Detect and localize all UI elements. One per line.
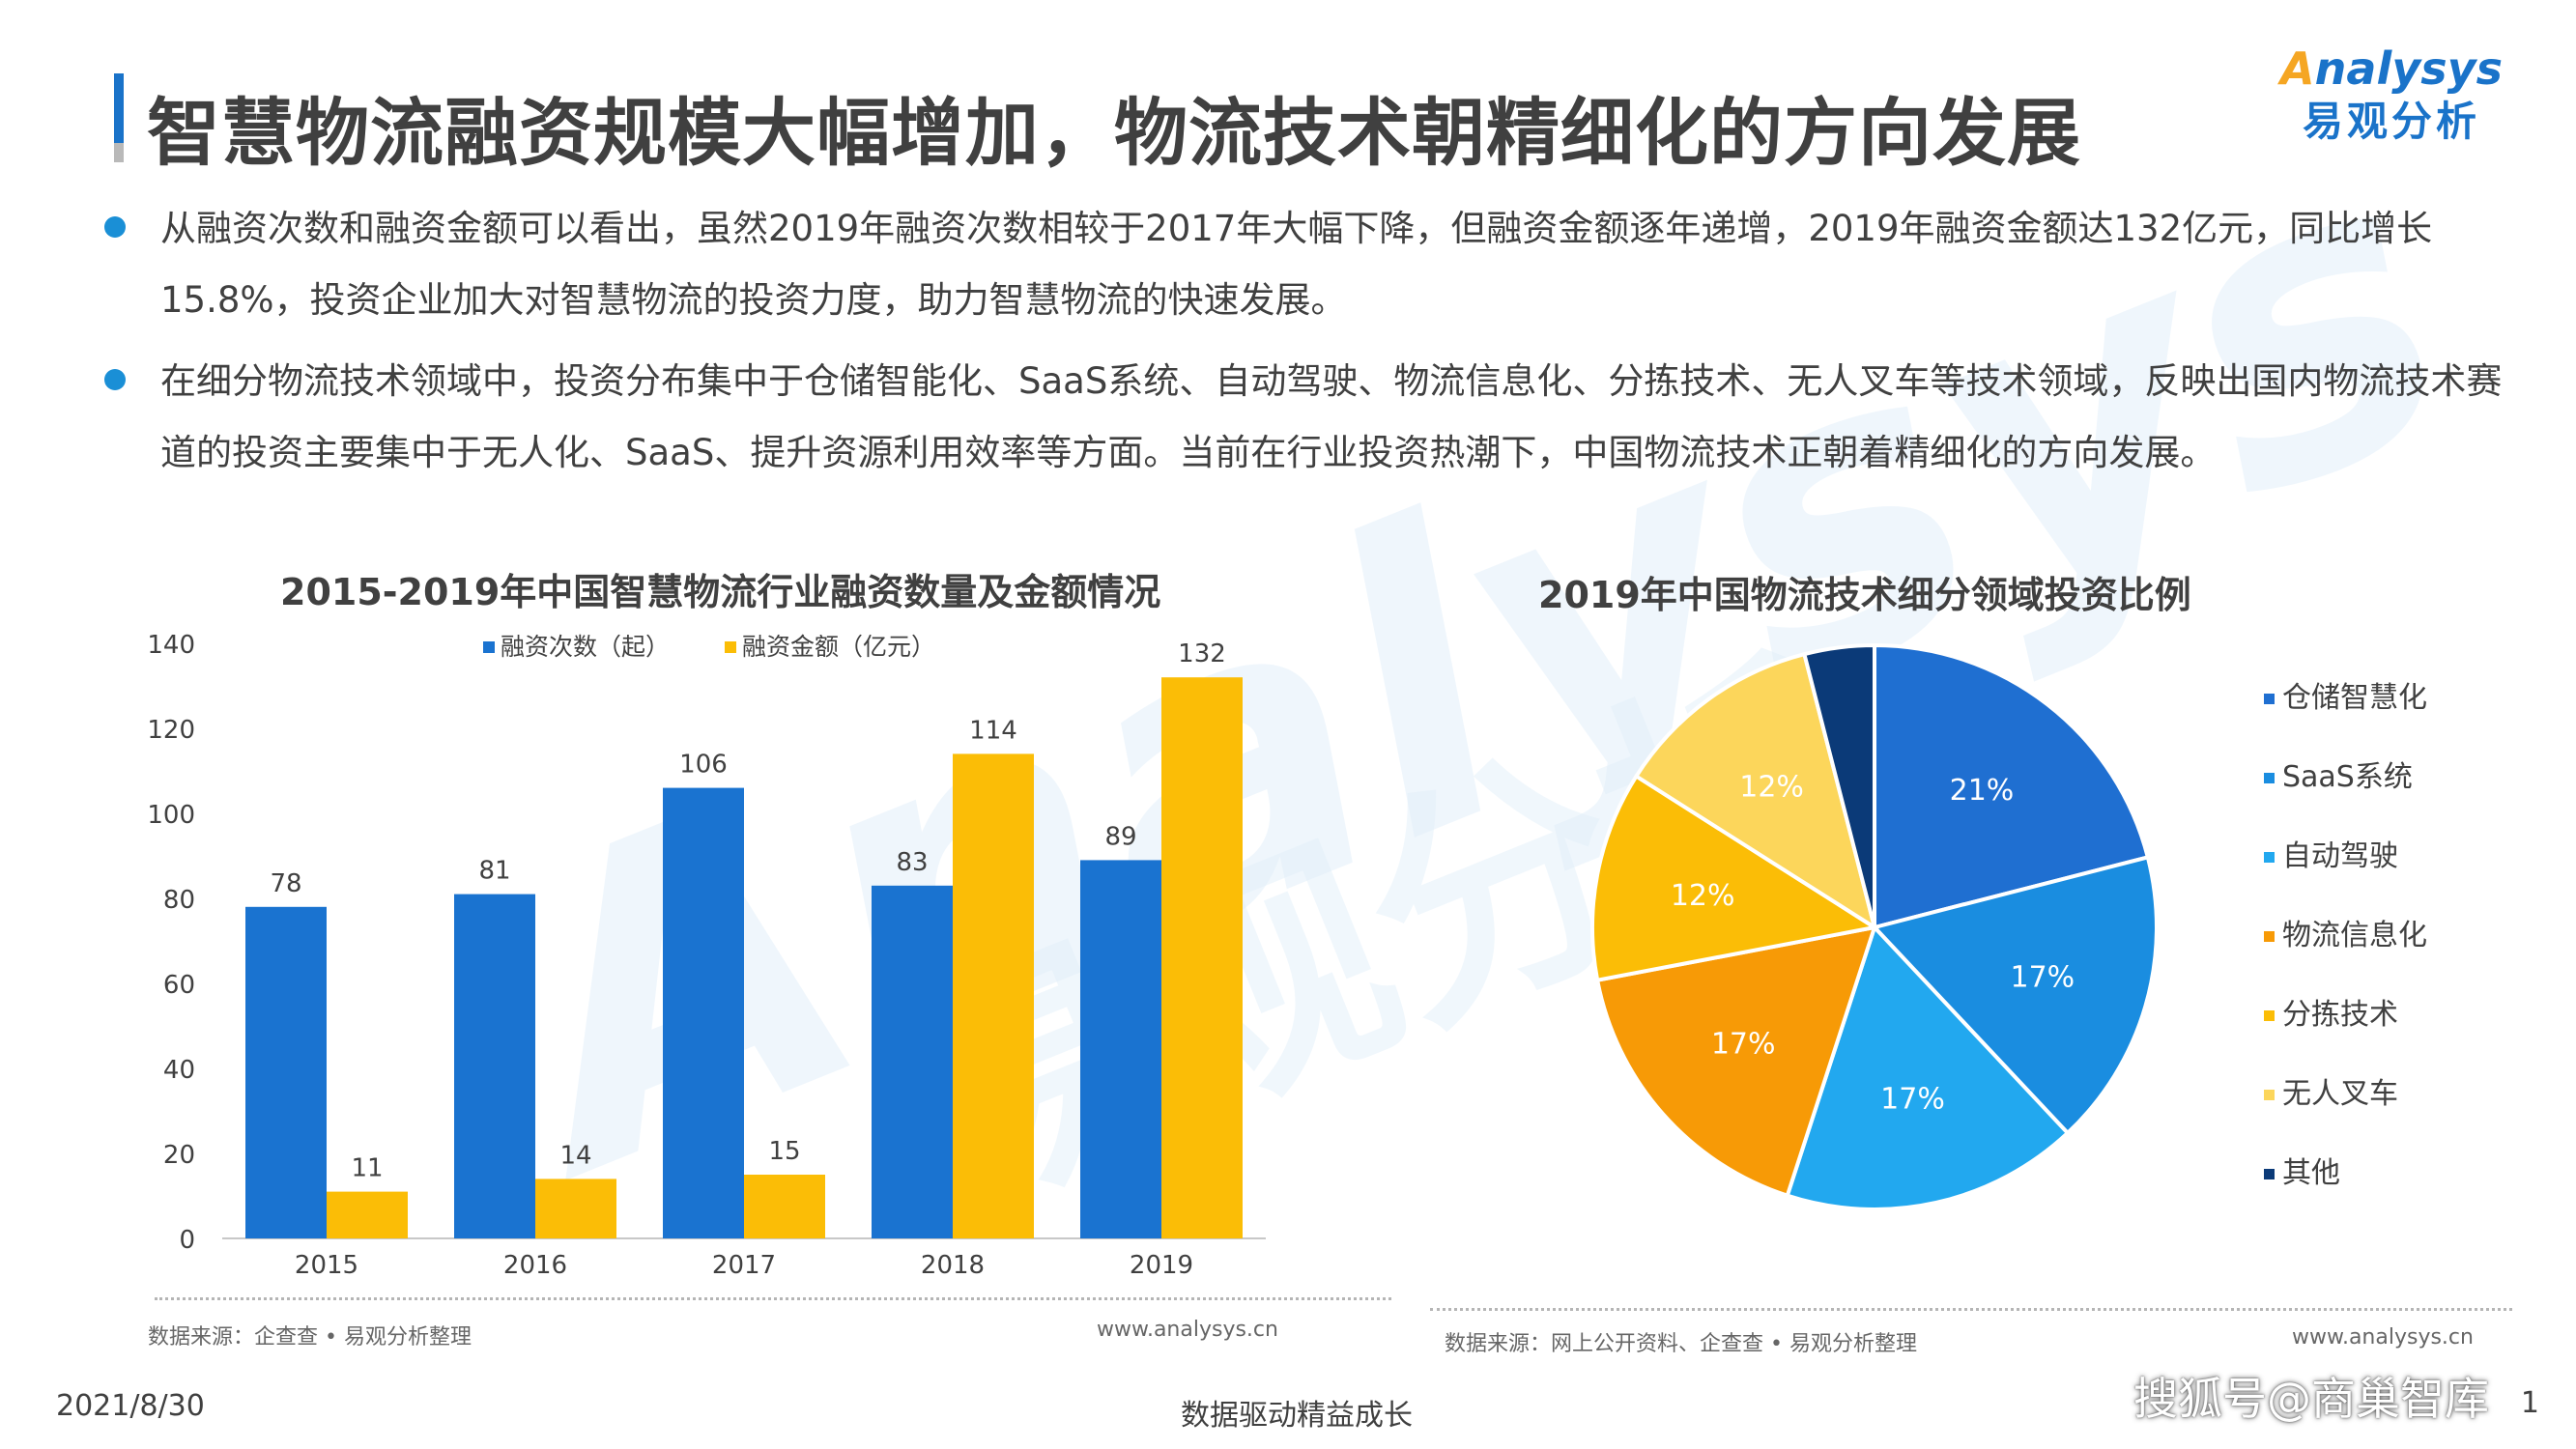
legend-swatch bbox=[2264, 694, 2275, 704]
x-tick-label: 2018 bbox=[921, 1251, 985, 1280]
data-label: 89 bbox=[1104, 822, 1136, 851]
legend-label: 其他 bbox=[2282, 1156, 2340, 1190]
pie-chart-title: 2019年中国物流技术细分领域投资比例 bbox=[1538, 574, 2191, 616]
pie-slice bbox=[1633, 651, 1878, 932]
y-tick-label: 140 bbox=[147, 631, 195, 660]
legend-swatch bbox=[725, 641, 736, 653]
footer-slogan: 数据驱动精益成长 bbox=[1181, 1399, 1413, 1433]
bar-count bbox=[245, 906, 327, 1238]
y-tick-label: 60 bbox=[163, 971, 195, 1000]
legend-swatch bbox=[2264, 1090, 2275, 1100]
pie-slice bbox=[1801, 642, 1876, 928]
source-credit-watermark: 搜狐号@商巢智库 bbox=[2133, 1373, 2489, 1425]
x-tick-label: 2016 bbox=[503, 1251, 567, 1280]
pie-slice bbox=[1594, 924, 1877, 1199]
legend-label: 分拣技术 bbox=[2282, 998, 2398, 1032]
pie-slice bbox=[1873, 642, 2151, 930]
pie-chart-divider bbox=[1430, 1308, 2512, 1311]
pie-slice bbox=[1871, 854, 2159, 1136]
y-tick-label: 120 bbox=[147, 716, 195, 745]
logo-text-en: nalysys bbox=[2314, 43, 2503, 95]
bar-chart: 0 20 40 60 80 100 120 140 78 11 2015 81 14 2016 106 15 2… bbox=[147, 631, 1266, 1280]
legend-swatch bbox=[2264, 852, 2275, 863]
x-tick-label: 2015 bbox=[295, 1251, 358, 1280]
slice-label: 12% bbox=[1739, 771, 1804, 805]
legend-swatch bbox=[483, 641, 495, 653]
legend-label: 仓储智慧化 bbox=[2282, 681, 2427, 715]
y-tick-label: 100 bbox=[147, 801, 195, 830]
legend-label: 融资金额（亿元） bbox=[742, 633, 935, 661]
legend-label: 物流信息化 bbox=[2282, 919, 2427, 952]
legend-swatch bbox=[2264, 773, 2275, 783]
data-label: 83 bbox=[896, 848, 928, 877]
data-label: 11 bbox=[351, 1154, 383, 1183]
logo-text-cn: 易观分析 bbox=[2302, 98, 2480, 145]
logo-letter-a: A bbox=[2280, 43, 2315, 95]
data-label: 78 bbox=[270, 869, 301, 898]
slice-label: 12% bbox=[1671, 879, 1735, 913]
bar-chart-source: 数据来源：企查查 • 易观分析整理 bbox=[148, 1325, 472, 1350]
bar-count bbox=[872, 885, 953, 1238]
pie-slice bbox=[1590, 773, 1880, 983]
bar-amount bbox=[1161, 677, 1243, 1238]
page-number: 1 bbox=[2520, 1386, 2539, 1420]
y-tick-label: 40 bbox=[163, 1056, 195, 1085]
data-label: 81 bbox=[478, 857, 510, 886]
slice-label: 17% bbox=[1880, 1083, 1945, 1117]
bar-chart-title: 2015-2019年中国智慧物流行业融资数量及金额情况 bbox=[280, 571, 1161, 613]
slice-label: 17% bbox=[2011, 961, 2075, 995]
data-label: 106 bbox=[679, 751, 728, 780]
summary-bullets: 从融资次数和融资金额可以看出，虽然2019年融资次数相较于2017年大幅下降，但… bbox=[104, 193, 2520, 498]
analysys-logo: Analysys 易观分析 bbox=[2261, 43, 2522, 148]
bar-amount bbox=[327, 1191, 408, 1238]
legend-label: 无人叉车 bbox=[2282, 1077, 2398, 1111]
bar-chart-source-url: www.analysys.cn bbox=[1097, 1318, 1278, 1342]
pie-chart: 21% 17% 17% 17% 12% 12% 仓储智慧化 SaaS系统自动驾驶物流信息化分拣… bbox=[1590, 642, 2427, 1211]
legend-label: 融资次数（起） bbox=[501, 633, 670, 661]
data-label: 114 bbox=[969, 716, 1017, 745]
slice-label: 17% bbox=[1711, 1028, 1776, 1062]
bar-amount bbox=[953, 753, 1034, 1238]
y-tick-label: 80 bbox=[163, 886, 195, 915]
legend-swatch bbox=[2264, 1169, 2275, 1179]
data-label: 14 bbox=[559, 1141, 591, 1170]
slice-label: 21% bbox=[1950, 774, 2015, 808]
bar-amount bbox=[744, 1175, 825, 1238]
bar-amount bbox=[535, 1179, 616, 1238]
bar-count bbox=[454, 894, 535, 1238]
bar-count bbox=[663, 787, 744, 1238]
x-tick-label: 2019 bbox=[1130, 1251, 1193, 1280]
pie-chart-source-url: www.analysys.cn bbox=[2292, 1325, 2474, 1350]
bullet-2: 在细分物流技术领域中，投资分布集中于仓储智能化、SaaS系统、自动驾驶、物流信息… bbox=[104, 346, 2520, 489]
bar-chart-divider bbox=[155, 1297, 1391, 1300]
bar-count bbox=[1080, 860, 1161, 1238]
y-tick-label: 0 bbox=[179, 1226, 195, 1255]
footer-date: 2021/8/30 bbox=[56, 1389, 205, 1423]
bullet-1: 从融资次数和融资金额可以看出，虽然2019年融资次数相较于2017年大幅下降，但… bbox=[104, 193, 2520, 336]
title-accent-bar bbox=[114, 73, 124, 162]
legend-label: 自动驾驶 bbox=[2282, 839, 2398, 873]
data-label: 15 bbox=[768, 1137, 800, 1166]
title-accent-tail bbox=[114, 143, 124, 162]
legend-swatch bbox=[2264, 931, 2275, 942]
legend-label: SaaS系统 bbox=[2282, 760, 2413, 794]
x-tick-label: 2017 bbox=[712, 1251, 776, 1280]
page-title: 智慧物流融资规模大幅增加，物流技术朝精细化的方向发展 bbox=[147, 90, 2081, 176]
legend-swatch bbox=[2264, 1010, 2275, 1021]
pie-slice bbox=[1785, 923, 2071, 1211]
y-tick-label: 20 bbox=[163, 1141, 195, 1170]
pie-chart-source: 数据来源：网上公开资料、企查查 • 易观分析整理 bbox=[1445, 1332, 1917, 1356]
data-label: 132 bbox=[1178, 639, 1226, 668]
